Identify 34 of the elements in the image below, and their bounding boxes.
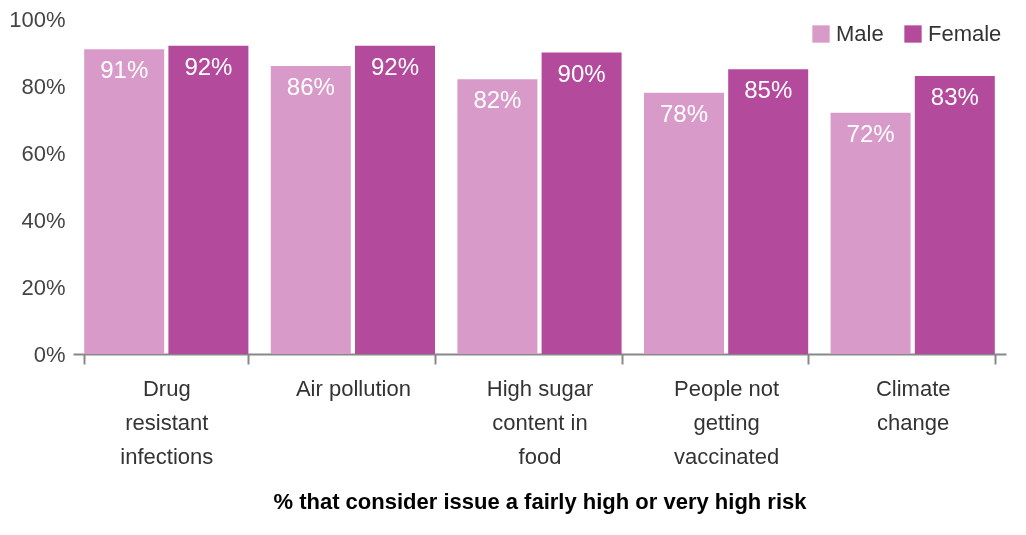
y-tick-label: 100% <box>9 6 66 32</box>
data-label: 92% <box>184 52 233 80</box>
data-label: 83% <box>930 82 979 110</box>
y-tick-label: 80% <box>21 73 66 99</box>
x-tick-label: People not getting vaccinated <box>674 375 780 469</box>
data-label: 92% <box>370 52 420 80</box>
data-label: 91% <box>100 56 149 84</box>
x-tick-label: Climate change <box>875 375 951 435</box>
data-label: 86% <box>286 72 335 100</box>
bar <box>84 49 165 354</box>
bar <box>728 69 809 354</box>
y-tick-label: 20% <box>21 274 66 300</box>
x-tick-label: High sugar content in food <box>486 375 594 469</box>
data-label: 82% <box>473 86 522 114</box>
bar <box>541 52 622 354</box>
x-axis-title: % that consider issue a fairly high or very high risk <box>273 488 808 514</box>
legend-label: Male <box>836 21 884 46</box>
bar <box>644 92 724 354</box>
data-label: 85% <box>744 76 793 104</box>
y-tick-label: 0% <box>33 341 66 367</box>
x-tick-label: Drug resistant infections <box>120 375 214 469</box>
x-tick-label: Air pollution <box>295 375 411 401</box>
bar <box>457 79 538 354</box>
bar <box>830 112 911 354</box>
bar <box>168 45 249 354</box>
y-tick-label: 40% <box>21 207 66 233</box>
bar <box>355 45 435 354</box>
data-label: 78% <box>659 99 709 127</box>
legend-label: Female <box>928 21 1002 46</box>
bar <box>270 65 351 354</box>
bar <box>914 75 995 354</box>
data-label: 72% <box>846 119 895 147</box>
y-tick-label: 60% <box>21 140 66 166</box>
data-label: 90% <box>557 59 606 87</box>
